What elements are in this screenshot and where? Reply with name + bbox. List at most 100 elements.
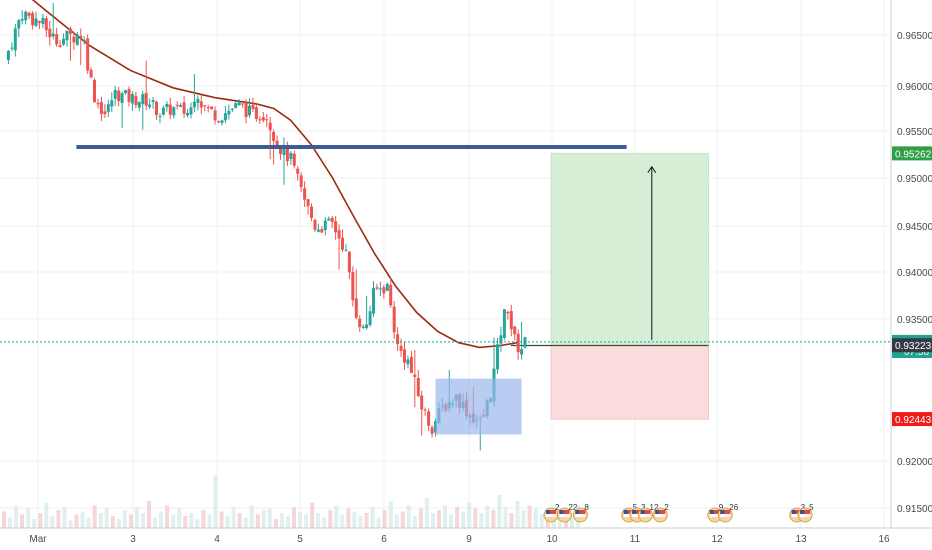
candle-body[interactable]	[265, 119, 269, 121]
candle-body[interactable]	[82, 40, 86, 41]
candle-body[interactable]	[258, 119, 262, 121]
event-marker[interactable]: 2	[543, 503, 560, 523]
candle-body[interactable]	[41, 17, 45, 24]
candle-body[interactable]	[320, 229, 324, 233]
candle-body[interactable]	[31, 13, 35, 26]
candle-body[interactable]	[17, 20, 21, 29]
candle-body[interactable]	[237, 102, 241, 106]
candle-body[interactable]	[323, 220, 327, 231]
candle-body[interactable]	[427, 411, 431, 426]
candle-body[interactable]	[55, 34, 59, 45]
candle-body[interactable]	[251, 104, 255, 109]
candle-body[interactable]	[141, 94, 145, 105]
candle-body[interactable]	[179, 105, 183, 107]
consolidation-box[interactable]	[435, 378, 522, 435]
candle-body[interactable]	[389, 284, 393, 306]
candle-body[interactable]	[13, 28, 17, 51]
event-marker[interactable]: 22	[556, 503, 578, 523]
candle-body[interactable]	[520, 349, 524, 355]
candle-body[interactable]	[110, 100, 114, 107]
candle-body[interactable]	[79, 35, 83, 38]
candle-body[interactable]	[189, 107, 193, 115]
candle-body[interactable]	[161, 107, 165, 115]
candle-body[interactable]	[44, 18, 48, 31]
candle-body[interactable]	[20, 19, 24, 21]
candle-body[interactable]	[406, 359, 410, 365]
candle-body[interactable]	[279, 146, 282, 154]
candle-body[interactable]	[327, 218, 331, 221]
event-marker[interactable]: 5	[797, 503, 814, 523]
candle-body[interactable]	[303, 188, 307, 200]
candle-body[interactable]	[337, 230, 341, 239]
candle-body[interactable]	[203, 105, 207, 107]
candle-body[interactable]	[358, 318, 362, 328]
candle-body[interactable]	[175, 104, 179, 106]
candle-body[interactable]	[10, 47, 14, 49]
candle-body[interactable]	[372, 288, 375, 314]
candle-body[interactable]	[241, 103, 245, 105]
candle-body[interactable]	[103, 111, 107, 115]
candle-body[interactable]	[344, 249, 348, 251]
candle-body[interactable]	[227, 110, 231, 115]
candle-body[interactable]	[58, 45, 62, 47]
drawings[interactable]	[0, 144, 891, 435]
candle-body[interactable]	[375, 287, 379, 289]
candle-body[interactable]	[341, 237, 344, 250]
candle-body[interactable]	[502, 309, 506, 338]
candle-body[interactable]	[196, 98, 200, 103]
candle-body[interactable]	[313, 219, 317, 230]
candle-body[interactable]	[292, 153, 296, 166]
candle-body[interactable]	[113, 89, 117, 99]
candle-body[interactable]	[89, 69, 93, 78]
economic-events[interactable]: 2 22 8 5 3 12 2 9 26 3 5	[543, 503, 814, 523]
candle-body[interactable]	[299, 175, 303, 188]
candle-body[interactable]	[168, 104, 172, 115]
candle-body[interactable]	[217, 121, 220, 123]
event-marker[interactable]: 26	[717, 503, 739, 523]
candle-body[interactable]	[158, 115, 162, 117]
candle-body[interactable]	[499, 335, 503, 344]
candle-body[interactable]	[316, 229, 320, 232]
candle-body[interactable]	[34, 18, 38, 26]
candle-body[interactable]	[351, 272, 355, 301]
candle-body[interactable]	[48, 28, 52, 38]
candle-body[interactable]	[365, 324, 369, 329]
candle-body[interactable]	[37, 21, 41, 23]
candle-body[interactable]	[137, 101, 141, 108]
candle-body[interactable]	[396, 334, 400, 345]
event-marker[interactable]: 8	[572, 503, 589, 523]
candle-body[interactable]	[347, 251, 351, 273]
candle-body[interactable]	[120, 93, 124, 103]
candle-body[interactable]	[261, 117, 265, 121]
candle-body[interactable]	[27, 12, 31, 16]
candle-body[interactable]	[210, 106, 214, 110]
candle-body[interactable]	[106, 104, 110, 112]
candle-body[interactable]	[334, 221, 338, 233]
candle-body[interactable]	[199, 101, 203, 108]
candle-body[interactable]	[310, 206, 313, 218]
candle-body[interactable]	[509, 311, 513, 330]
event-marker[interactable]: 2	[652, 503, 669, 523]
candle-body[interactable]	[155, 101, 158, 116]
candle-body[interactable]	[496, 344, 499, 370]
candle-body[interactable]	[506, 312, 510, 314]
candle-body[interactable]	[99, 102, 103, 114]
candle-body[interactable]	[385, 283, 389, 291]
candle-body[interactable]	[285, 146, 289, 162]
candle-body[interactable]	[513, 326, 517, 335]
candle-body[interactable]	[234, 103, 238, 108]
candle-body[interactable]	[96, 102, 100, 105]
candle-body[interactable]	[368, 311, 372, 325]
stop-zone[interactable]	[550, 345, 709, 420]
event-marker[interactable]: 12	[638, 503, 659, 523]
candle-body[interactable]	[361, 326, 365, 328]
candle-body[interactable]	[148, 104, 152, 108]
candle-body[interactable]	[130, 94, 134, 104]
candle-body[interactable]	[289, 152, 293, 159]
candle-body[interactable]	[223, 113, 227, 121]
trade-setup[interactable]	[511, 152, 709, 420]
candle-body[interactable]	[93, 80, 96, 103]
candle-body[interactable]	[430, 427, 434, 434]
target-zone[interactable]	[550, 152, 709, 347]
